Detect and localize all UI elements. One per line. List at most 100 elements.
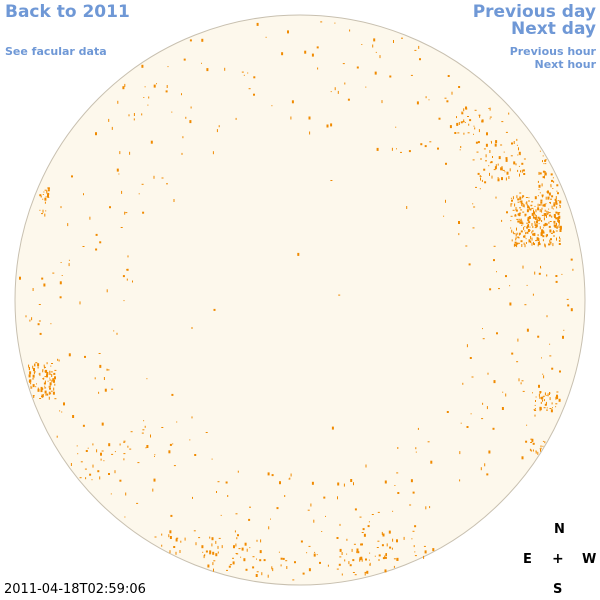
feature-mark	[525, 238, 527, 240]
feature-mark	[249, 506, 251, 508]
feature-mark	[374, 71, 377, 75]
feature-mark	[179, 550, 181, 553]
feature-mark	[218, 125, 220, 128]
feature-mark	[537, 241, 540, 245]
feature-mark	[552, 243, 554, 247]
feature-mark	[532, 233, 535, 236]
feature-mark	[520, 230, 523, 233]
feature-mark	[285, 560, 288, 562]
feature-mark	[49, 379, 52, 381]
feature-mark	[538, 184, 541, 188]
feature-mark	[553, 203, 556, 207]
feature-mark	[61, 275, 63, 276]
feature-mark	[521, 203, 524, 205]
feature-mark	[552, 407, 553, 409]
compass-center-marker: +	[552, 551, 564, 567]
feature-mark	[566, 298, 569, 300]
feature-mark	[53, 387, 55, 391]
feature-mark	[142, 429, 145, 431]
feature-mark	[108, 473, 110, 475]
feature-mark	[432, 548, 435, 552]
feature-mark	[95, 233, 98, 236]
feature-mark	[374, 555, 376, 557]
previous-day-link[interactable]: Previous day	[472, 2, 596, 22]
feature-mark	[538, 171, 540, 175]
feature-mark	[116, 332, 118, 335]
feature-mark	[290, 473, 292, 477]
feature-mark	[414, 525, 417, 528]
feature-mark	[361, 558, 363, 562]
feature-mark	[556, 222, 557, 226]
feature-mark	[94, 377, 96, 380]
feature-mark	[42, 369, 44, 373]
feature-mark	[468, 263, 471, 266]
feature-mark	[347, 98, 350, 101]
feature-mark	[408, 150, 411, 153]
feature-mark	[555, 217, 558, 220]
feature-mark	[509, 302, 512, 306]
compass-north-label: N	[554, 522, 565, 537]
feature-mark	[513, 233, 516, 235]
next-day-link[interactable]: Next day	[511, 19, 596, 39]
feature-mark	[544, 441, 546, 444]
feature-mark	[528, 206, 530, 210]
feature-mark	[234, 530, 236, 533]
feature-mark	[341, 573, 343, 576]
feature-mark	[540, 448, 541, 452]
feature-mark	[336, 537, 339, 539]
feature-mark	[559, 370, 561, 373]
feature-mark	[548, 243, 551, 246]
feature-mark	[352, 572, 355, 573]
feature-mark	[49, 370, 51, 374]
previous-hour-link[interactable]: Previous hour	[509, 45, 596, 58]
feature-mark	[534, 414, 536, 417]
feature-mark	[126, 278, 128, 281]
next-hour-link[interactable]: Next hour	[534, 58, 597, 71]
feature-mark	[504, 171, 506, 173]
feature-mark	[479, 175, 481, 177]
feature-mark	[346, 538, 348, 541]
feature-mark	[515, 209, 518, 211]
feature-mark	[497, 177, 499, 179]
feature-mark	[517, 338, 519, 342]
compass-south-label: S	[553, 582, 563, 597]
feature-mark	[48, 385, 50, 388]
feature-mark	[459, 451, 461, 455]
feature-mark	[316, 46, 319, 49]
feature-mark	[545, 223, 548, 226]
feature-mark	[541, 194, 544, 197]
feature-mark	[44, 189, 47, 191]
feature-mark	[123, 441, 126, 443]
feature-mark	[520, 200, 523, 204]
back-to-year-link[interactable]: Back to 2011	[5, 2, 130, 22]
feature-mark	[523, 242, 525, 245]
feature-mark	[482, 338, 485, 340]
feature-mark	[549, 397, 551, 401]
feature-mark	[379, 55, 381, 59]
feature-mark	[40, 195, 42, 198]
feature-mark	[311, 481, 314, 485]
feature-mark	[541, 214, 544, 216]
feature-mark	[42, 387, 44, 390]
feature-mark	[59, 410, 61, 412]
feature-mark	[481, 120, 484, 123]
feature-mark	[215, 553, 218, 557]
feature-mark	[382, 557, 385, 560]
feature-mark	[161, 177, 164, 179]
feature-mark	[397, 557, 399, 561]
feature-mark	[381, 544, 384, 547]
feature-mark	[559, 229, 562, 232]
feature-mark	[490, 140, 492, 142]
feature-mark	[150, 434, 151, 438]
feature-mark	[457, 132, 460, 134]
feature-mark	[521, 456, 524, 460]
feature-mark	[544, 159, 547, 161]
see-facular-data-link[interactable]: See facular data	[5, 45, 107, 58]
feature-mark	[428, 99, 430, 101]
feature-mark	[337, 90, 339, 94]
feature-mark	[544, 392, 546, 396]
feature-mark	[546, 274, 548, 277]
feature-mark	[339, 548, 342, 552]
feature-mark	[32, 288, 34, 291]
feature-mark	[521, 220, 523, 224]
